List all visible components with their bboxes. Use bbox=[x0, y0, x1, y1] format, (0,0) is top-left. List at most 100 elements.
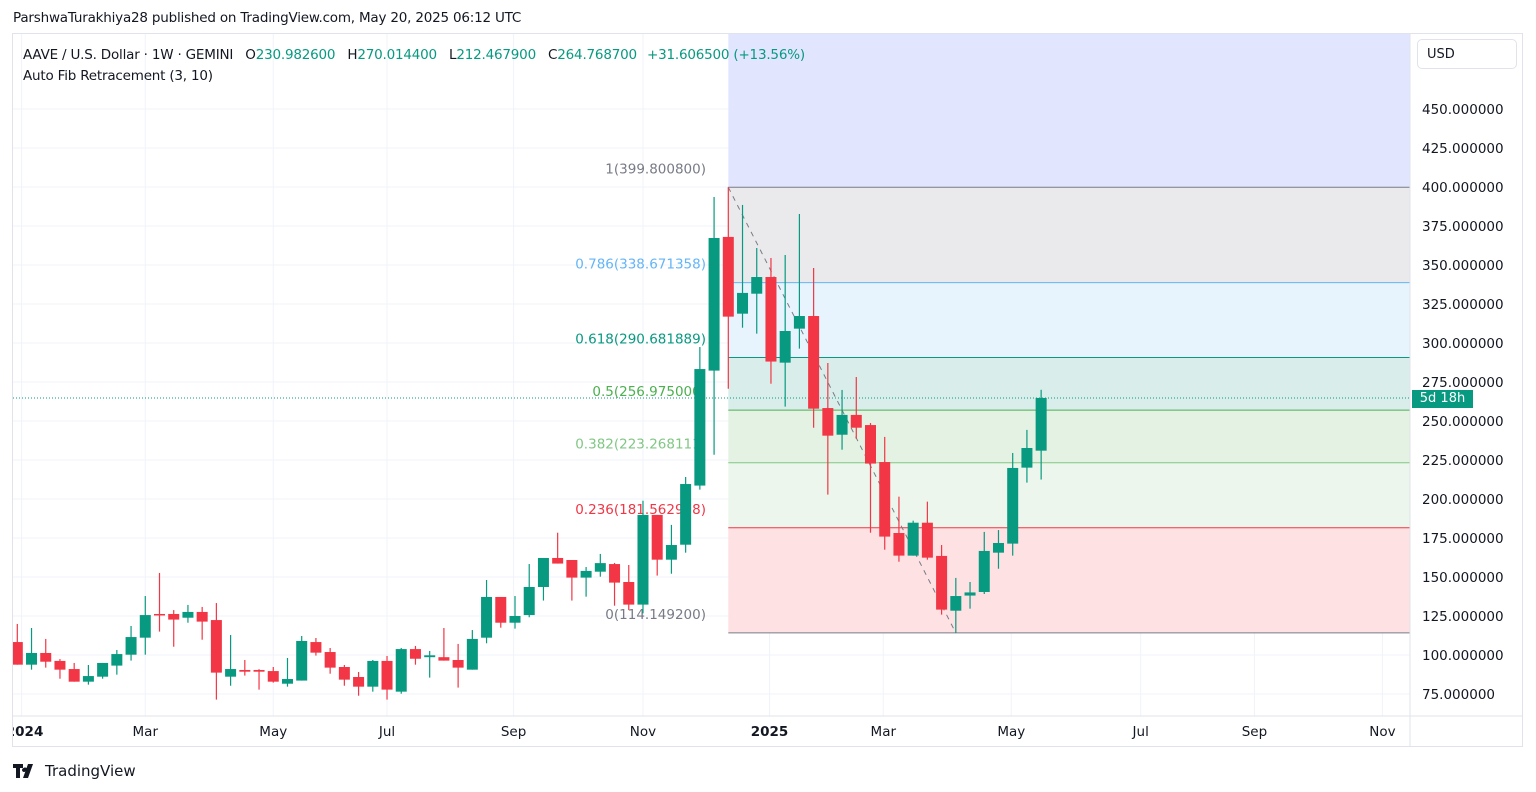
candle-up bbox=[836, 414, 848, 435]
price-tick-label: 200.000000 bbox=[1422, 492, 1504, 508]
candle-down bbox=[381, 660, 393, 690]
candle-down bbox=[154, 613, 165, 616]
candle-down bbox=[452, 659, 464, 668]
candle-down bbox=[566, 559, 578, 578]
price-tick-label: 275.000000 bbox=[1422, 375, 1504, 391]
currency-button[interactable]: USD bbox=[1417, 39, 1517, 69]
price-tick-label: 175.000000 bbox=[1422, 531, 1504, 547]
candle-down bbox=[893, 533, 905, 556]
candle-up bbox=[950, 596, 962, 611]
candle-up bbox=[665, 545, 677, 560]
candle-up bbox=[125, 637, 137, 655]
tradingview-brand[interactable]: TradingView bbox=[13, 762, 136, 780]
time-tick-label: May bbox=[997, 724, 1025, 740]
price-tick-label: 375.000000 bbox=[1422, 219, 1504, 235]
fib-zone bbox=[728, 462, 1410, 528]
candle-up bbox=[481, 596, 493, 638]
candle-down bbox=[196, 611, 208, 622]
candle-up bbox=[964, 592, 976, 596]
candle-down bbox=[609, 564, 621, 583]
fib-level-label: 0.786(338.671358) bbox=[575, 257, 706, 273]
fib-zone-above bbox=[728, 34, 1410, 188]
candle-up bbox=[978, 550, 990, 592]
price-tick-label: 325.000000 bbox=[1422, 297, 1504, 313]
price-tick-label: 300.000000 bbox=[1422, 336, 1504, 352]
candle-down bbox=[353, 676, 365, 687]
candle-down bbox=[808, 316, 820, 409]
chart-frame bbox=[12, 33, 1523, 747]
candle-up bbox=[281, 679, 293, 684]
candle-down bbox=[552, 557, 564, 564]
candle-down bbox=[722, 236, 734, 317]
open-label: O bbox=[245, 47, 256, 63]
candle-up bbox=[1021, 447, 1033, 468]
candle-up bbox=[580, 570, 592, 578]
close-value: 264.768700 bbox=[557, 47, 637, 63]
symbol-ohlc-row: AAVE / U.S. Dollar · 1W · GEMINI O230.98… bbox=[23, 45, 805, 66]
candle-up bbox=[537, 557, 549, 587]
time-tick-label: Jul bbox=[378, 724, 395, 740]
change-value: +31.606500 (+13.56%) bbox=[646, 47, 805, 63]
candle-up bbox=[680, 484, 692, 545]
candle-up bbox=[367, 660, 379, 687]
candle-down bbox=[40, 652, 52, 662]
close-label: C bbox=[548, 47, 558, 63]
time-tick-label: Mar bbox=[133, 724, 159, 740]
candle-up bbox=[779, 330, 791, 363]
indicator-label[interactable]: Auto Fib Retracement (3, 10) bbox=[23, 68, 213, 84]
time-tick-label: 2025 bbox=[751, 724, 789, 740]
price-tick-label: 150.000000 bbox=[1422, 570, 1504, 586]
fib-zone bbox=[728, 282, 1410, 358]
candle-down bbox=[310, 642, 322, 653]
time-tick-label: Nov bbox=[630, 724, 656, 740]
candle-up bbox=[395, 649, 407, 692]
high-value: 270.014400 bbox=[357, 47, 437, 63]
tradingview-logo-icon bbox=[13, 764, 33, 778]
candle-down bbox=[210, 620, 222, 673]
candle-down bbox=[267, 671, 279, 682]
candle-up bbox=[82, 676, 94, 682]
fib-level-label: 0.618(290.681889) bbox=[575, 332, 706, 348]
candle-down bbox=[54, 660, 66, 670]
candle-down bbox=[850, 414, 862, 428]
fib-zone bbox=[728, 187, 1410, 283]
time-tick-label: Sep bbox=[501, 724, 526, 740]
fib-level-label: 0.5(256.975000) bbox=[592, 384, 706, 400]
candle-down bbox=[921, 522, 933, 558]
candle-up bbox=[737, 292, 749, 314]
time-tick-label: Sep bbox=[1242, 724, 1267, 740]
time-tick-label: Nov bbox=[1369, 724, 1395, 740]
brand-name: TradingView bbox=[45, 762, 136, 780]
bar-countdown-badge: 5d 18h bbox=[1412, 390, 1473, 408]
symbol-title[interactable]: AAVE / U.S. Dollar · 1W · GEMINI bbox=[23, 47, 234, 63]
price-tick-label: 250.000000 bbox=[1422, 414, 1504, 430]
price-tick-label: 100.000000 bbox=[1422, 648, 1504, 664]
candle-down bbox=[324, 652, 336, 668]
candle-up bbox=[225, 669, 237, 677]
candle-up bbox=[466, 638, 478, 670]
fib-level-label: 0.382(223.268111) bbox=[575, 437, 706, 453]
price-tick-label: 225.000000 bbox=[1422, 453, 1504, 469]
price-tick-label: 450.000000 bbox=[1422, 102, 1504, 118]
candle-down bbox=[623, 581, 635, 605]
time-tick-label: May bbox=[259, 724, 287, 740]
candle-down bbox=[438, 657, 450, 661]
candle-down bbox=[253, 669, 265, 672]
candle-up bbox=[594, 563, 606, 572]
candle-up bbox=[509, 616, 521, 623]
candle-up bbox=[907, 522, 919, 556]
price-tick-label: 425.000000 bbox=[1422, 141, 1504, 157]
candle-up bbox=[637, 514, 649, 605]
price-axis bbox=[1410, 34, 1523, 716]
low-label: L bbox=[449, 47, 457, 63]
price-tick-label: 125.000000 bbox=[1422, 609, 1504, 625]
candle-down bbox=[409, 649, 421, 659]
candle-up bbox=[26, 652, 38, 665]
chart-legend: AAVE / U.S. Dollar · 1W · GEMINI O230.98… bbox=[23, 45, 805, 87]
candle-down bbox=[239, 669, 251, 672]
candle-up bbox=[523, 586, 535, 616]
low-value: 212.467900 bbox=[456, 47, 536, 63]
candle-down bbox=[68, 669, 80, 682]
candle-down bbox=[168, 613, 180, 620]
